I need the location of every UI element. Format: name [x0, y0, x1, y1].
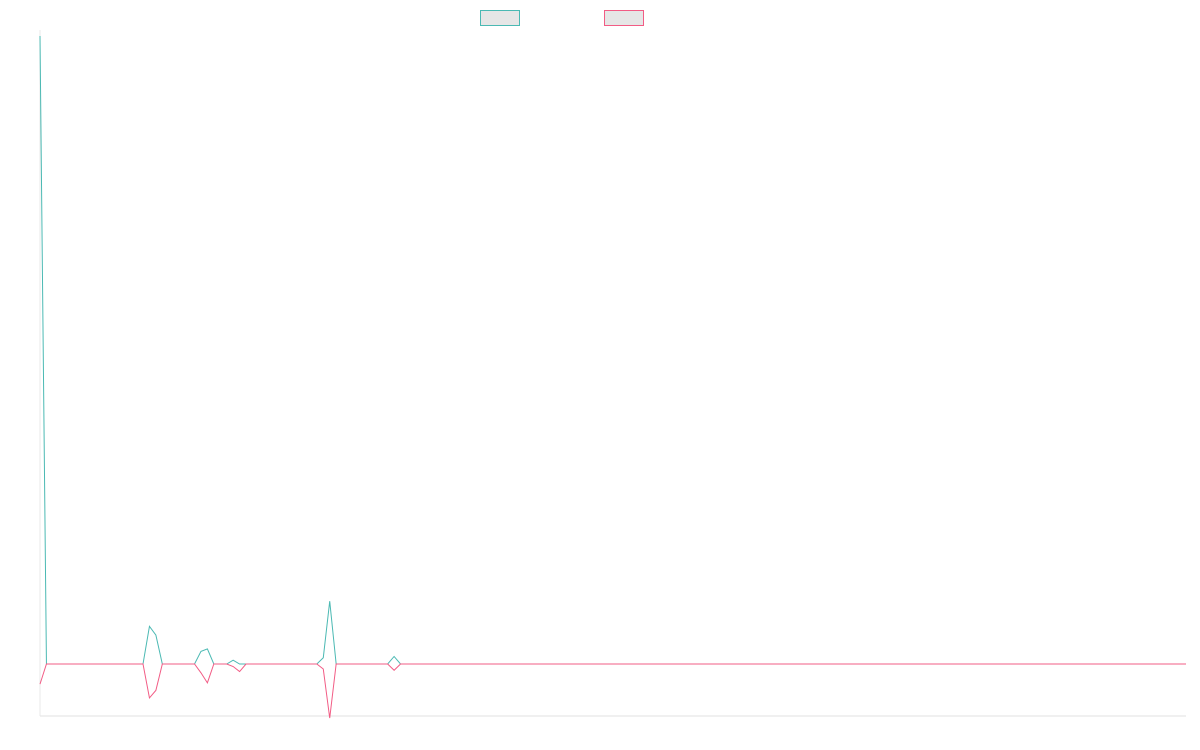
legend-swatch-series-1 [480, 10, 520, 26]
legend-item-series-1[interactable] [480, 9, 526, 27]
series-line-1 [39, 35, 1186, 665]
legend-swatch-series-2 [604, 10, 644, 26]
series-layer [39, 35, 1186, 719]
legend [0, 9, 1200, 27]
legend-item-series-2[interactable] [604, 9, 650, 27]
series-line-2 [39, 663, 1186, 719]
